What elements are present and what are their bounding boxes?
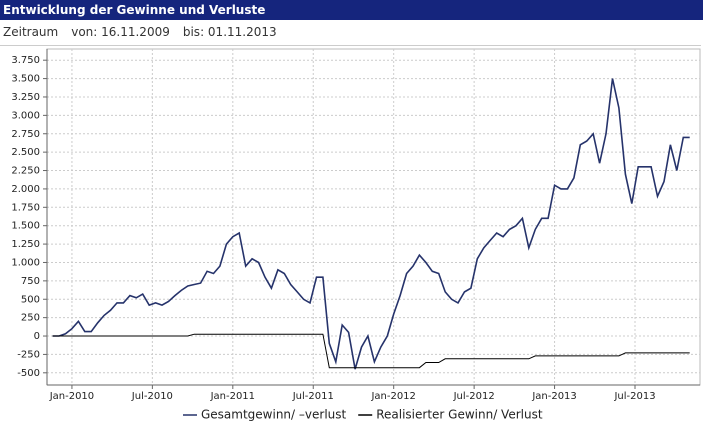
y-tick-label: 1.750 — [11, 202, 40, 213]
y-tick-label: 1.500 — [11, 221, 40, 232]
series-line — [52, 333, 690, 369]
y-tick-label: 3.500 — [11, 74, 40, 85]
y-tick-label: 1.000 — [11, 257, 40, 268]
y-tick-label: -500 — [17, 368, 40, 379]
y-tick-label: 500 — [21, 294, 40, 305]
x-tick-label: Jul-2010 — [131, 391, 173, 402]
period-to: bis: 01.11.2013 — [182, 25, 277, 39]
plot-area — [46, 48, 701, 386]
series-line — [52, 78, 690, 370]
y-tick-label: 2.750 — [11, 129, 40, 140]
y-tick-label: -250 — [17, 349, 40, 360]
y-tick-label: 0 — [34, 331, 40, 342]
legend-label: Gesamtgewinn/ –verlust — [201, 408, 347, 422]
y-tick-label: 3.250 — [11, 92, 40, 103]
y-tick-label: 1.250 — [11, 239, 40, 250]
period-from: von: 16.11.2009 — [71, 25, 170, 39]
y-tick-label: 250 — [21, 313, 40, 324]
period-row: Zeitraum von: 16.11.2009 bis: 01.11.2013 — [0, 20, 701, 46]
x-tick-label: Jul-2013 — [613, 391, 655, 402]
y-tick-label: 2.000 — [11, 184, 40, 195]
x-tick-label: Jan-2013 — [531, 391, 576, 402]
y-tick-label: 2.500 — [11, 147, 40, 158]
y-tick-label: 3.750 — [11, 55, 40, 66]
y-tick-label: 2.250 — [11, 166, 40, 177]
legend-label: Realisierter Gewinn/ Verlust — [376, 408, 543, 422]
x-tick-label: Jul-2011 — [292, 391, 334, 402]
x-tick-label: Jan-2010 — [49, 391, 94, 402]
x-tick-label: Jul-2012 — [453, 391, 495, 402]
x-tick-label: Jan-2011 — [210, 391, 255, 402]
y-tick-label: 3.000 — [11, 110, 40, 121]
x-tick-label: Jan-2012 — [370, 391, 415, 402]
title-bar: Entwicklung der Gewinne und Verluste — [0, 0, 703, 20]
y-tick-label: 750 — [21, 276, 40, 287]
panel-title: Entwicklung der Gewinne und Verluste — [3, 3, 266, 17]
period-label: Zeitraum — [3, 25, 59, 39]
